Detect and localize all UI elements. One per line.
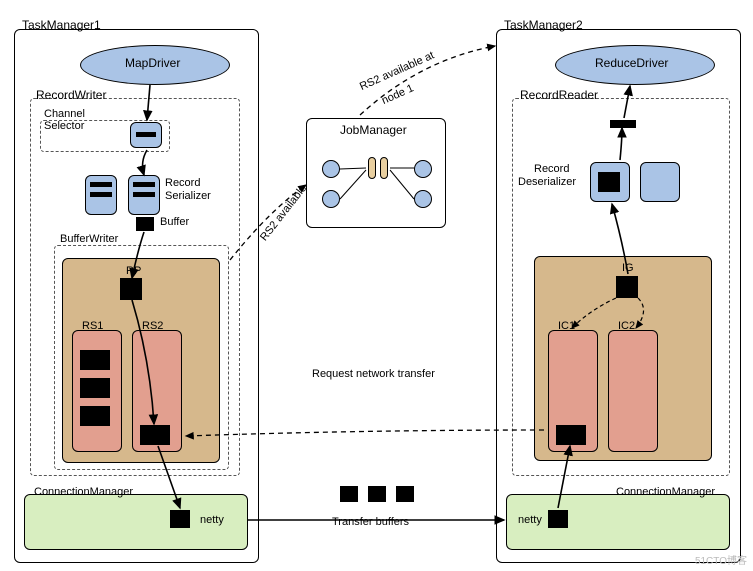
- rs1-buf1: [80, 350, 110, 370]
- ic1-label: IC1: [558, 320, 575, 332]
- rs2-available-label: RS2 available: [258, 183, 309, 244]
- channel-selector-l2: Selector: [44, 120, 84, 132]
- rs1-buf3: [80, 406, 110, 426]
- rs2-label: RS2: [142, 320, 163, 332]
- transfer-buffers-label: Transfer buffers: [332, 516, 409, 528]
- record-serializer-l1: Record: [165, 177, 200, 189]
- map-driver-label: MapDriver: [125, 56, 180, 70]
- buffer-writer-label: BufferWriter: [60, 233, 118, 245]
- record-writer-label: RecordWriter: [36, 88, 106, 102]
- ser-a-bar1: [90, 182, 112, 187]
- ig-block: [616, 276, 638, 298]
- jm-node-l1: [322, 160, 340, 178]
- netty-2-label: netty: [518, 514, 542, 526]
- transfer-buf-1: [340, 486, 358, 502]
- transfer-buf-2: [368, 486, 386, 502]
- conn-mgr-2-label: ConnectionManager: [616, 486, 715, 498]
- reader-bar-icon: [610, 120, 636, 128]
- conn-mgr-1-label: ConnectionManager: [34, 486, 133, 498]
- rp-label: RP: [126, 265, 141, 277]
- deser-inner: [598, 172, 620, 192]
- rs2-available-node-l2: node 1: [380, 82, 416, 107]
- rs2-buf: [140, 425, 170, 445]
- ic2-label: IC2: [618, 320, 635, 332]
- watermark: 51CTO博客: [695, 552, 747, 567]
- reduce-driver-label: ReduceDriver: [595, 56, 668, 70]
- record-serializer-l2: Serializer: [165, 190, 211, 202]
- jm-node-r2: [414, 190, 432, 208]
- record-deserializer-l1: Record: [534, 163, 569, 175]
- record-reader-label: RecordReader: [520, 88, 598, 102]
- buffer-label: Buffer: [160, 216, 189, 228]
- jm-node-l2: [322, 190, 340, 208]
- netty-1-label: netty: [200, 514, 224, 526]
- request-transfer-label: Request network transfer: [312, 368, 435, 380]
- transfer-buf-3: [396, 486, 414, 502]
- ser-b-bar1: [133, 182, 155, 187]
- ic2-box: [608, 330, 658, 452]
- deserializer-b: [640, 162, 680, 202]
- netty-2-block: [548, 510, 568, 528]
- rs1-buf2: [80, 378, 110, 398]
- jm-bar1: [368, 157, 376, 179]
- tm1-title: TaskManager1: [22, 18, 101, 32]
- ic1-buf: [556, 425, 586, 445]
- rs2-available-node-l1: RS2 available at: [358, 49, 436, 93]
- ser-b-bar2: [133, 192, 155, 197]
- rs1-label: RS1: [82, 320, 103, 332]
- ser-a-bar2: [90, 192, 112, 197]
- netty-1-block: [170, 510, 190, 528]
- buffer-block: [136, 217, 154, 231]
- job-manager-label: JobManager: [340, 123, 407, 137]
- jm-node-r1: [414, 160, 432, 178]
- record-deserializer-l2: Deserializer: [518, 176, 576, 188]
- ig-label: IG: [622, 262, 634, 274]
- channel-selector-l1: Channel: [44, 108, 85, 120]
- selector-bar-icon: [136, 132, 156, 137]
- tm2-title: TaskManager2: [504, 18, 583, 32]
- jm-bar2: [380, 157, 388, 179]
- rp-block: [120, 278, 142, 300]
